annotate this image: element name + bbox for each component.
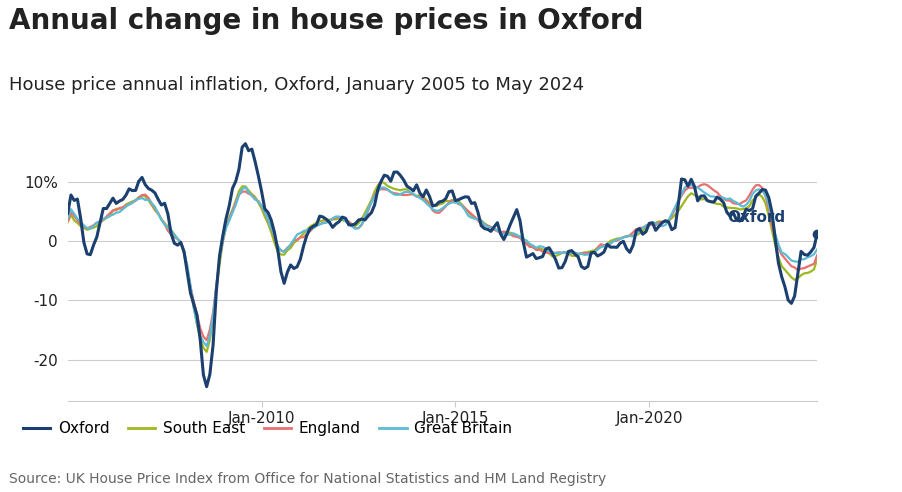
Legend: Oxford, South East, England, Great Britain: Oxford, South East, England, Great Brita… [16, 415, 518, 442]
Text: Annual change in house prices in Oxford: Annual change in house prices in Oxford [9, 7, 643, 35]
Text: House price annual inflation, Oxford, January 2005 to May 2024: House price annual inflation, Oxford, Ja… [9, 76, 584, 94]
Text: Oxford: Oxford [726, 210, 784, 225]
Text: Source: UK House Price Index from Office for National Statistics and HM Land Reg: Source: UK House Price Index from Office… [9, 472, 605, 486]
